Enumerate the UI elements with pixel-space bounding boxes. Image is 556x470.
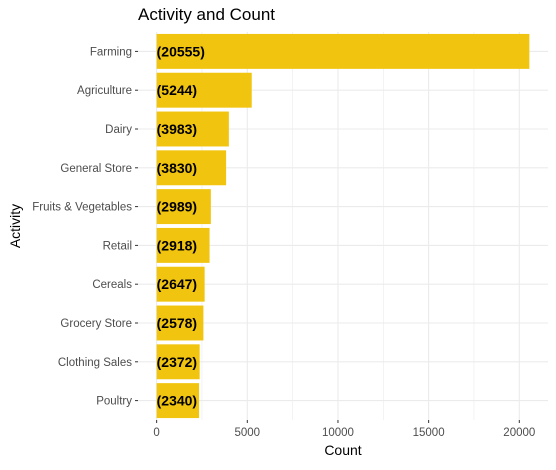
data-label: (2918) — [157, 237, 197, 253]
data-label: (2340) — [157, 393, 197, 409]
y-tick-label: Grocery Store — [60, 318, 132, 330]
chart-title: Activity and Count — [138, 5, 276, 24]
bar — [156, 305, 204, 341]
y-tick-label: Dairy — [105, 124, 132, 136]
x-tick-label: 5000 — [235, 427, 261, 439]
data-label: (2647) — [157, 276, 197, 292]
bar — [156, 383, 200, 419]
bar — [156, 111, 229, 147]
y-tick-label: Farming — [90, 46, 132, 58]
y-tick-label: Clothing Sales — [58, 357, 132, 369]
y-tick-label: Fruits & Vegetables — [32, 202, 132, 214]
y-tick-label: Cereals — [92, 279, 132, 291]
y-tick-label: General Store — [60, 163, 132, 175]
data-label: (2578) — [157, 315, 197, 331]
data-label: (20555) — [157, 43, 205, 59]
y-tick-label: Poultry — [96, 396, 132, 408]
y-axis-title: Activity — [7, 204, 23, 248]
bar — [156, 189, 211, 225]
bar — [156, 266, 205, 302]
bar — [156, 72, 252, 108]
x-axis-title: Count — [324, 442, 361, 458]
data-label: (5244) — [157, 82, 197, 98]
bar — [156, 344, 200, 380]
bar — [156, 33, 530, 69]
x-tick-label: 0 — [153, 427, 159, 439]
bar — [156, 150, 227, 186]
y-tick-label: Retail — [103, 240, 132, 252]
x-tick-label: 15000 — [413, 427, 445, 439]
data-label: (3830) — [157, 160, 197, 176]
data-label: (2372) — [157, 354, 197, 370]
bar — [156, 227, 210, 263]
data-label: (3983) — [157, 121, 197, 137]
x-tick-label: 20000 — [503, 427, 535, 439]
data-label: (2989) — [157, 199, 197, 215]
y-tick-label: Agriculture — [77, 85, 132, 97]
x-tick-label: 10000 — [322, 427, 354, 439]
